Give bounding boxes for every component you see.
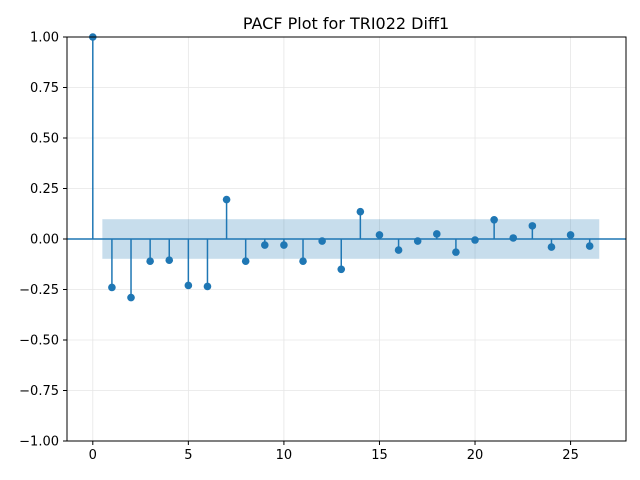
stem-marker-lag-26 [585,242,594,250]
stem-marker-lag-4 [165,256,174,265]
y-tick-label-0: 1.00 [30,31,59,46]
stem-marker-lag-23 [528,222,537,230]
stem-series [89,33,594,302]
stem-marker-lag-18 [433,230,441,238]
stem-marker-lag-7 [222,195,231,204]
stem-marker-lag-2 [127,293,135,302]
y-tick-label-2: 0.50 [30,132,59,147]
x-tick-label-2: 10 [276,448,293,463]
stem-marker-lag-25 [566,231,575,239]
stem-marker-lag-11 [299,257,307,266]
stem-marker-lag-5 [184,281,193,290]
stem-marker-lag-22 [509,234,518,242]
x-axis-ticks: 0 5 10 15 20 25 [89,441,579,463]
stem-marker-lag-12 [318,237,326,245]
stem-marker-lag-8 [241,257,250,266]
stem-marker-lag-16 [394,246,403,254]
x-tick-label-4: 20 [467,448,484,463]
chart-title: PACF Plot for TRI022 Diff1 [243,14,449,33]
stem-marker-lag-24 [547,243,556,251]
stem-marker-lag-3 [146,257,154,266]
stem-marker-lag-19 [452,248,460,256]
stem-marker-lag-13 [337,265,346,274]
y-tick-label-5: −0.25 [19,283,59,298]
y-tick-label-3: 0.25 [30,182,59,197]
x-tick-label-3: 15 [371,448,388,463]
x-tick-label-0: 0 [89,448,97,463]
y-tick-label-4: 0.00 [30,233,59,248]
x-tick-label-5: 25 [562,448,579,463]
stem-marker-lag-10 [280,241,288,249]
stem-marker-lag-14 [356,207,365,216]
x-tick-label-1: 5 [184,448,192,463]
stem-marker-lag-15 [375,231,384,239]
stem-marker-lag-21 [490,216,498,224]
y-tick-label-7: −0.75 [19,384,59,399]
y-tick-label-1: 0.75 [30,81,59,96]
y-axis-ticks: 1.00 0.75 0.50 0.25 0.00 −0.25 −0.50 −0.75 −1.00 [19,31,67,450]
stem-marker-lag-6 [203,282,212,291]
stem-marker-lag-20 [471,236,479,244]
y-tick-label-6: −0.50 [19,334,59,349]
stem-marker-lag-1 [108,283,116,292]
y-tick-label-8: −1.00 [19,435,59,450]
stem-marker-lag-17 [413,237,422,245]
stem-marker-lag-9 [261,241,269,249]
